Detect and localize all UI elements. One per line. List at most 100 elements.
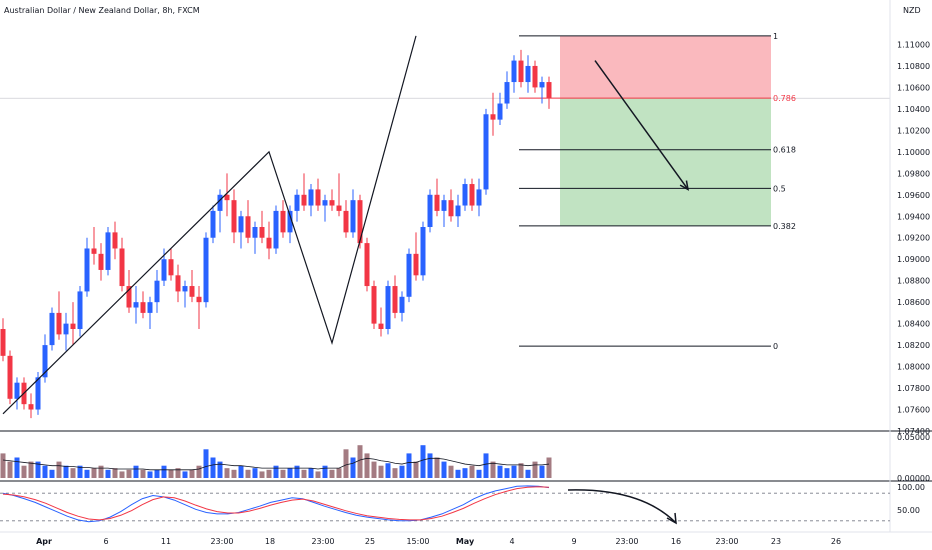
- oscillator-line: [2, 486, 550, 521]
- volume-bar: [112, 468, 118, 478]
- volume-bar: [518, 463, 524, 478]
- candle-body: [469, 184, 475, 206]
- volume-bar: [350, 457, 356, 478]
- candle-body: [189, 286, 195, 297]
- volume-bar: [84, 469, 90, 478]
- volume-bar: [56, 461, 62, 478]
- candle-body: [546, 82, 552, 99]
- candle-body: [399, 296, 405, 313]
- fib-level-label: 0: [773, 342, 778, 351]
- fib-level-label: 0.786: [773, 94, 796, 103]
- oscillator-pane[interactable]: 100.00 50.00: [0, 483, 925, 525]
- time-axis[interactable]: Apr 6 11 23:00 18 23:00 25 15:00 May 4 9 23:00 16 23:…: [36, 537, 841, 546]
- volume-bar: [455, 469, 461, 478]
- volume-bar: [427, 453, 433, 478]
- time-tick-label: 16: [671, 537, 681, 546]
- time-tick-label: 18: [265, 537, 275, 546]
- candle-body: [49, 312, 55, 346]
- price-tick-label: 1.10400: [897, 105, 930, 114]
- price-tick-label: 1.09600: [897, 191, 930, 200]
- price-pane[interactable]: [0, 0, 890, 430]
- candle-body: [203, 237, 209, 303]
- volume-bar: [70, 468, 76, 478]
- time-tick-label: 9: [571, 537, 576, 546]
- oscillator-tick-label: 100.00: [897, 483, 925, 492]
- volume-bar: [0, 453, 6, 478]
- candle-body: [329, 200, 335, 206]
- candle-body: [210, 210, 216, 238]
- candle-body: [168, 259, 174, 276]
- price-tick-label: 1.09800: [897, 169, 930, 178]
- candle-body: [420, 227, 426, 276]
- candle-body: [497, 103, 503, 120]
- fibonacci-retracement[interactable]: 1 0.786 0.618 0.5 0.382 0: [519, 32, 796, 351]
- oscillator-forecast-arrow: [567, 489, 676, 523]
- candle-body: [196, 296, 202, 303]
- candle-body: [308, 189, 314, 206]
- price-tick-label: 1.08600: [897, 298, 930, 307]
- volume-bar: [504, 468, 510, 478]
- candle-body: [154, 280, 160, 303]
- volume-bar: [14, 457, 20, 478]
- volume-bar: [476, 469, 482, 478]
- volume-bar: [434, 457, 440, 478]
- candle-body: [70, 323, 76, 329]
- volume-bar: [91, 468, 97, 478]
- price-axis[interactable]: 1.11000 1.10800 1.10600 1.10400 1.10200 1.100…: [897, 40, 930, 436]
- candle-body: [392, 286, 398, 313]
- candle-body: [294, 194, 300, 211]
- time-tick-label: 11: [161, 537, 171, 546]
- candle-body: [126, 286, 132, 308]
- candle-body: [147, 302, 153, 313]
- candle-body: [434, 194, 440, 211]
- volume-bar: [308, 468, 314, 478]
- candle-body: [252, 227, 258, 238]
- oscillator-line: [2, 485, 550, 523]
- volume-bar: [315, 471, 321, 478]
- price-tick-label: 1.08000: [897, 363, 930, 372]
- candle-body: [266, 237, 272, 249]
- volume-bar: [385, 463, 391, 478]
- candle-body: [280, 210, 286, 233]
- forecast-arrow-group[interactable]: [594, 60, 690, 191]
- time-tick-label: 6: [103, 537, 108, 546]
- swing-path: [2, 35, 417, 415]
- volume-bar: [371, 461, 377, 478]
- candle-body: [84, 248, 90, 292]
- candle-body: [301, 194, 307, 206]
- volume-bar: [364, 453, 370, 478]
- volume-bar: [287, 468, 293, 478]
- volume-bar: [259, 471, 265, 478]
- volume-bar: [217, 461, 223, 478]
- volume-bar: [329, 469, 335, 478]
- candle-body: [28, 404, 34, 410]
- risk-reward-zones[interactable]: [560, 35, 771, 226]
- time-tick-label: 23:00: [210, 537, 233, 546]
- volume-bar: [483, 453, 489, 478]
- candle-body: [532, 65, 538, 88]
- volume-bar: [49, 469, 55, 478]
- volume-bar: [175, 468, 181, 478]
- volume-bar: [231, 469, 237, 478]
- volume-bar: [322, 465, 328, 478]
- candle-body: [119, 248, 125, 287]
- time-tick-label: 23:00: [311, 537, 334, 546]
- volume-tick-label: 0.05000: [897, 433, 930, 442]
- time-tick-label: 23:00: [715, 537, 738, 546]
- stop-loss-zone: [560, 35, 771, 99]
- price-tick-label: 1.09400: [897, 212, 930, 221]
- volume-pane[interactable]: 0.05000 0.00000: [0, 433, 931, 483]
- candle-body: [511, 60, 517, 83]
- price-tick-label: 1.10800: [897, 62, 930, 71]
- volume-bar: [161, 465, 167, 478]
- time-tick-label: Apr: [36, 537, 52, 546]
- volume-bar: [154, 469, 160, 478]
- swing-trend-lines[interactable]: [2, 35, 417, 415]
- volume-bar: [280, 469, 286, 478]
- volume-bar: [252, 468, 258, 478]
- volume-bar: [546, 457, 552, 478]
- volume-bar: [420, 445, 426, 478]
- volume-bar: [119, 471, 125, 478]
- time-tick-label: May: [456, 537, 475, 546]
